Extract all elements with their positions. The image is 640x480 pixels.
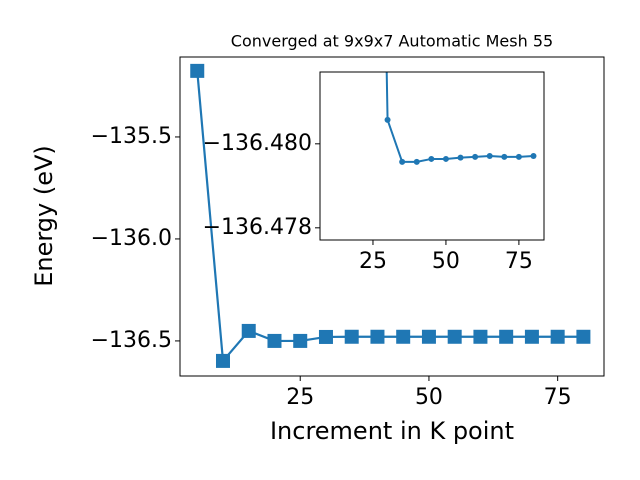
y-axis-label: Energy (eV) bbox=[30, 145, 58, 287]
marker bbox=[501, 153, 508, 160]
marker bbox=[215, 353, 230, 368]
marker bbox=[421, 329, 436, 344]
marker bbox=[428, 155, 435, 162]
marker bbox=[499, 329, 514, 344]
marker bbox=[473, 329, 488, 344]
marker bbox=[318, 329, 333, 344]
marker bbox=[515, 153, 522, 160]
y-tick-label: −136.478 bbox=[203, 215, 312, 240]
marker bbox=[241, 323, 256, 338]
y-tick-label: −136.480 bbox=[203, 131, 312, 156]
marker bbox=[486, 153, 493, 159]
axes-frame bbox=[319, 71, 545, 241]
marker bbox=[524, 329, 539, 344]
marker bbox=[267, 333, 282, 348]
marker bbox=[576, 329, 591, 344]
x-tick-label: 75 bbox=[505, 249, 533, 274]
marker bbox=[442, 155, 449, 162]
x-axis-label: Increment in K point bbox=[270, 417, 514, 445]
marker bbox=[344, 329, 359, 344]
marker bbox=[550, 329, 565, 344]
marker bbox=[399, 158, 406, 165]
plot-content bbox=[384, 72, 537, 165]
x-tick-label: 50 bbox=[415, 385, 443, 410]
marker bbox=[530, 153, 537, 159]
y-tick-label: −136.0 bbox=[91, 226, 172, 251]
marker bbox=[472, 153, 479, 160]
x-tick-label: 25 bbox=[286, 385, 314, 410]
axes-frame bbox=[179, 56, 605, 377]
x-tick-label: 25 bbox=[359, 249, 387, 274]
marker bbox=[447, 329, 462, 344]
marker bbox=[396, 329, 411, 344]
chart-title: Converged at 9x9x7 Automatic Mesh 55 bbox=[231, 32, 553, 51]
marker bbox=[370, 329, 385, 344]
marker bbox=[293, 333, 308, 348]
x-tick-label: 50 bbox=[432, 249, 460, 274]
x-tick-label: 75 bbox=[544, 385, 572, 410]
y-tick-label: −135.5 bbox=[91, 124, 172, 149]
marker bbox=[384, 116, 391, 123]
marker bbox=[190, 63, 205, 78]
series-line bbox=[196, 70, 584, 364]
y-tick-label: −136.5 bbox=[91, 328, 172, 353]
marker bbox=[457, 154, 464, 161]
marker bbox=[413, 158, 420, 165]
plot-content bbox=[190, 63, 591, 368]
